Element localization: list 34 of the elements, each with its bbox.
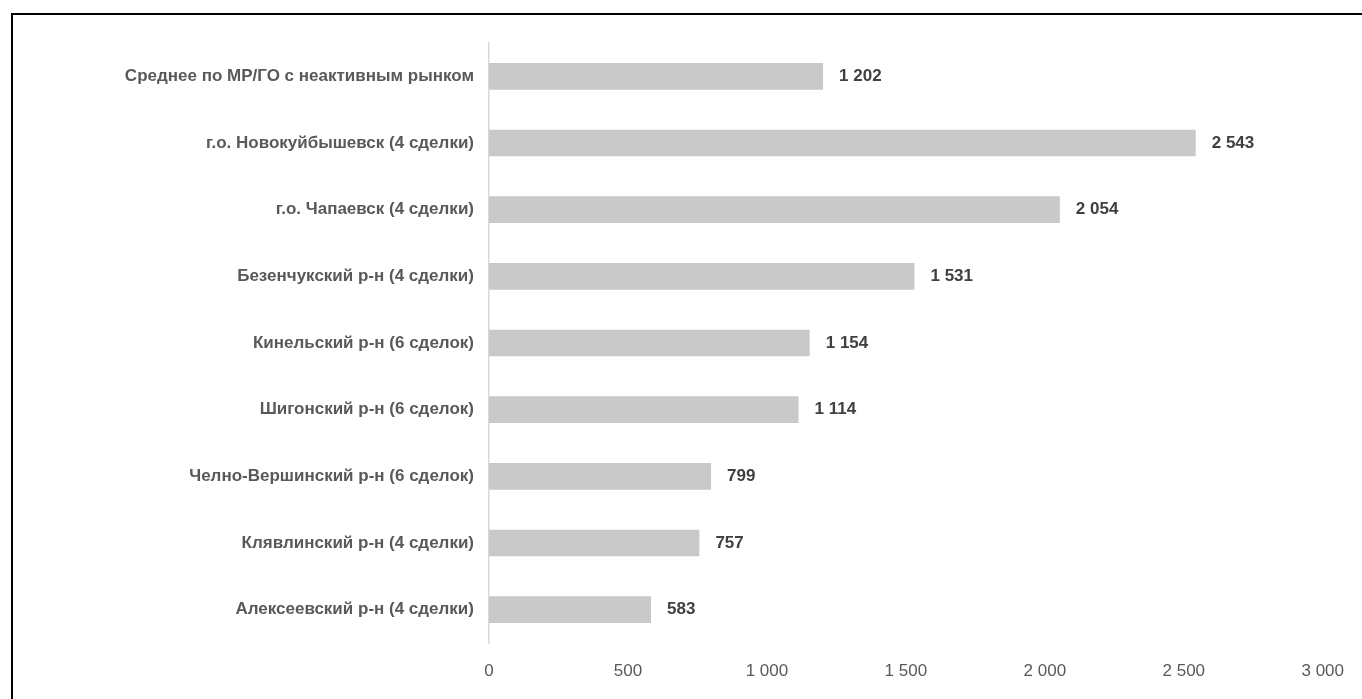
data-label: 757 [715, 532, 744, 552]
x-tick-label: 1 000 [745, 660, 789, 680]
data-label: 1 114 [814, 399, 857, 419]
data-label: 2 054 [1075, 199, 1119, 219]
y-tick-label: Алексеевский р-н (4 сделки) [235, 599, 474, 619]
bar [489, 596, 652, 623]
x-tick-label: 2 000 [1023, 660, 1067, 680]
x-tick-label: 1 500 [884, 660, 928, 680]
x-tick-label: 2 500 [1162, 660, 1206, 680]
bar [489, 129, 1196, 157]
y-tick-label: г.о. Чапаевск (4 сделки) [275, 199, 474, 219]
y-tick-label: Клявлинский р-н (4 сделки) [241, 532, 474, 552]
bar [489, 396, 799, 423]
data-label: 1 154 [825, 332, 869, 352]
data-label: 799 [727, 466, 756, 486]
bar [489, 329, 810, 357]
y-tick-label: Шигонский р-н (6 сделок) [259, 399, 474, 419]
y-tick-label: Безенчукский р-н (4 сделки) [237, 266, 474, 286]
data-label: 1 531 [930, 266, 974, 286]
bar [489, 196, 1060, 223]
data-label: 1 202 [839, 66, 882, 86]
bar [489, 263, 915, 290]
y-tick-label: Среднее по МР/ГО с неактивным рынком [124, 66, 474, 86]
data-label: 2 543 [1211, 132, 1255, 152]
x-tick-label: 3 000 [1301, 660, 1344, 680]
x-tick-label: 500 [613, 660, 643, 680]
bar [489, 463, 712, 490]
y-tick-label: Челно-Вершинский р-н (6 сделок) [189, 466, 474, 486]
x-tick-label: 0 [484, 660, 494, 680]
bar [489, 529, 700, 557]
y-tick-label: г.о. Новокуйбышевск (4 сделки) [206, 132, 474, 152]
y-tick-label: Кинельский р-н (6 сделок) [252, 332, 474, 352]
bar [489, 63, 824, 90]
data-label: 583 [667, 599, 696, 619]
